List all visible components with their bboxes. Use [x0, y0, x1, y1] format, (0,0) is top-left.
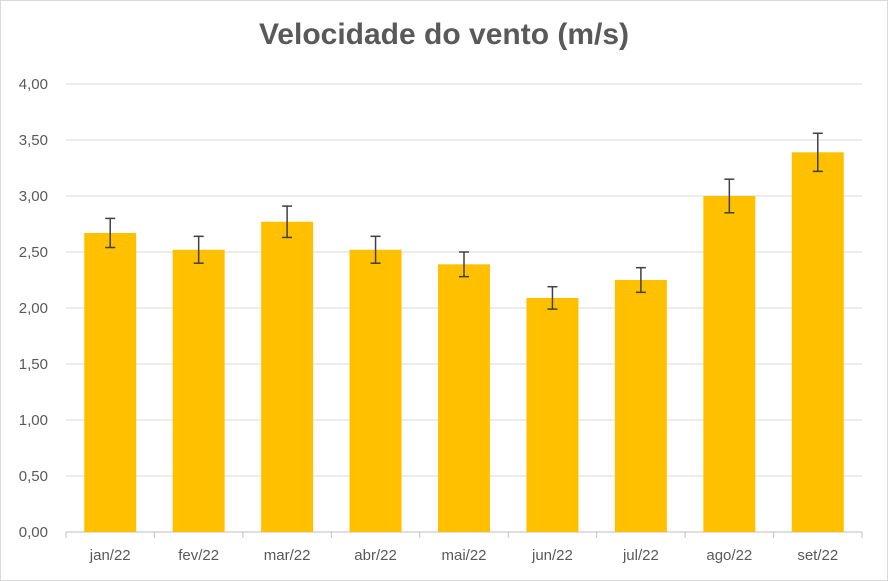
y-tick-label: 0,00	[19, 524, 48, 541]
y-tick-label: 1,50	[19, 356, 48, 373]
y-tick-label: 3,50	[19, 132, 48, 149]
bar	[791, 152, 844, 532]
x-tick-label: mar/22	[264, 547, 311, 564]
y-tick-label: 2,50	[19, 244, 48, 261]
x-tick-label: set/22	[797, 547, 838, 564]
chart-title: Velocidade do vento (m/s)	[258, 18, 630, 51]
bar	[438, 264, 490, 532]
y-tick-label: 1,00	[19, 412, 48, 429]
y-tick-label: 2,00	[19, 300, 48, 317]
x-tick-label: jul/22	[622, 547, 659, 564]
y-tick-label: 3,00	[19, 188, 48, 205]
bar	[703, 196, 756, 532]
x-tick-label: jan/22	[89, 547, 131, 564]
bar	[172, 249, 225, 532]
x-tick-label: jun/22	[531, 547, 573, 564]
x-tick-label: ago/22	[706, 547, 752, 564]
bar	[261, 221, 314, 532]
y-tick-label: 0,50	[19, 468, 48, 485]
bar	[614, 280, 667, 532]
bar	[349, 249, 402, 532]
bar	[84, 232, 137, 532]
bar	[526, 297, 579, 532]
y-tick-label: 4,00	[19, 76, 48, 93]
x-tick-label: abr/22	[354, 547, 397, 564]
x-tick-label: fev/22	[178, 547, 219, 564]
x-tick-label: mai/22	[441, 547, 486, 564]
